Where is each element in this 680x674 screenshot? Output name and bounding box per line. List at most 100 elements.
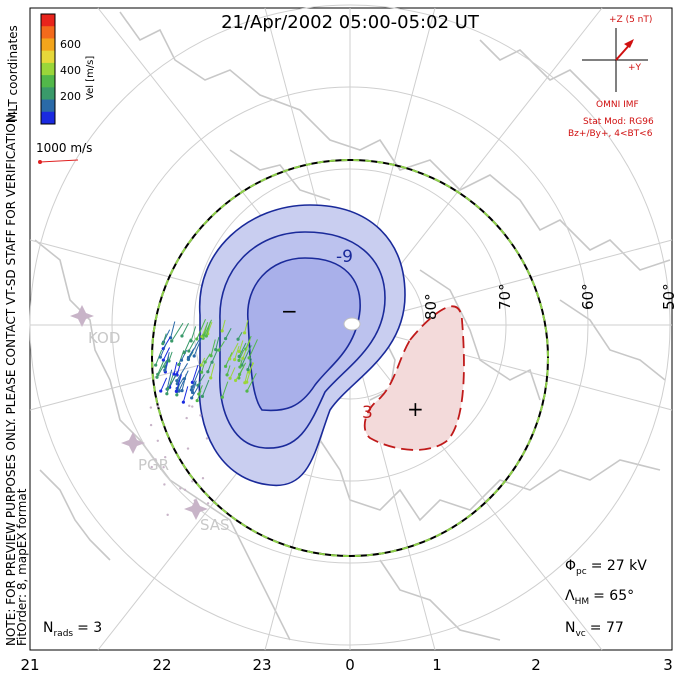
- velocity-vector: [229, 367, 236, 379]
- colorbar-tick-400: 400: [60, 64, 81, 77]
- velocity-vector: [244, 369, 249, 383]
- sparse-vector-point: [199, 414, 202, 417]
- velocity-vector-origin: [182, 377, 187, 381]
- colorbar-cell: [41, 87, 55, 101]
- velocity-vector: [191, 364, 199, 383]
- sparse-vector-point: [201, 477, 205, 480]
- sparse-vector-point: [191, 405, 194, 408]
- velocity-vector-origin: [209, 354, 213, 358]
- sparse-vector-point: [149, 423, 153, 427]
- colorbar-tick-200: 200: [60, 90, 81, 103]
- velocity-vector: [221, 319, 226, 331]
- velocity-vector-origin: [220, 395, 224, 399]
- velocity-vector-origin: [241, 356, 245, 360]
- velocity-vector: [170, 321, 176, 338]
- velocity-vector: [205, 321, 211, 337]
- imf-source: OMNI IMF: [596, 100, 639, 110]
- fit-order-note: FitOrder: 8, mapEX format: [15, 488, 29, 646]
- colorbar-cell: [41, 26, 55, 39]
- velocity-vector-origin: [165, 392, 169, 396]
- imf-model-line2: Bz+/By+, 4<BT<6: [568, 129, 653, 139]
- velocity-vector-origin: [245, 389, 249, 393]
- velocity-vector: [164, 352, 170, 371]
- velocity-vector: [218, 341, 225, 351]
- velocity-vector-origin: [199, 363, 203, 367]
- sparse-vector-point: [186, 447, 190, 450]
- velocity-vector: [187, 340, 200, 360]
- sparse-vector-point: [164, 455, 167, 459]
- velocity-vector: [246, 361, 254, 383]
- lambda-hm-stat: ΛHM = 65°: [565, 588, 634, 607]
- station-kod: KOD: [70, 305, 120, 347]
- sparse-vector-point: [156, 439, 159, 442]
- velocity-vector: [201, 362, 205, 373]
- vector-scale-arrow: [39, 159, 79, 163]
- map-area: -9 − 3 + 80° 70° 60° 50° KOD PGR SAS: [29, 4, 678, 651]
- sparse-vector-point: [185, 416, 188, 420]
- velocity-vector: [157, 361, 164, 375]
- sparse-vector-point: [188, 404, 191, 408]
- station-pgr: PGR: [121, 432, 169, 474]
- velocity-vector-origin: [187, 349, 191, 353]
- positive-cell-center: +: [407, 397, 424, 421]
- velocity-vector-origin: [172, 372, 176, 376]
- latitude-label-50: 50°: [660, 283, 678, 310]
- mlt-tick-21: 21: [20, 656, 39, 674]
- sparse-vector-point: [149, 406, 153, 409]
- velocity-vector: [173, 361, 178, 375]
- velocity-vector: [181, 349, 188, 361]
- velocity-vector: [238, 340, 244, 352]
- sparse-vector-point: [206, 502, 210, 505]
- colorbar-cell: [41, 38, 55, 52]
- velocity-vector-origin: [156, 372, 160, 376]
- velocity-vector-origin: [247, 356, 251, 360]
- mlt-tick-23: 23: [252, 656, 271, 674]
- velocity-vector: [155, 349, 163, 366]
- velocity-vector-origin: [220, 329, 224, 333]
- velocity-vector-origin: [217, 348, 221, 352]
- velocity-vector-origin: [190, 390, 195, 395]
- heppner-maynard-boundary-dash: [151, 159, 549, 557]
- velocity-vector: [211, 349, 218, 363]
- latitude-label-80: 80°: [422, 293, 440, 320]
- negative-contour-label: -9: [336, 247, 353, 267]
- vector-scale-origin: [38, 160, 42, 164]
- negative-convection-cell: -9 −: [198, 204, 406, 487]
- velocity-vector: [181, 323, 189, 337]
- velocity-vector-origin: [155, 375, 159, 379]
- velocity-vector-origin: [161, 358, 165, 362]
- velocity-vector-origin: [199, 370, 204, 374]
- nrads-stat: Nrads = 3: [43, 620, 102, 639]
- velocity-vector-origin: [245, 380, 249, 384]
- velocity-vector-origin: [179, 358, 184, 362]
- velocity-vector-origin: [242, 331, 247, 335]
- velocity-vectors: [149, 319, 258, 517]
- velocity-vector: [204, 353, 211, 363]
- velocity-vector-origin: [192, 354, 196, 358]
- mlt-tick-3: 3: [663, 656, 673, 674]
- velocity-vector: [245, 335, 252, 350]
- velocity-vector-origin: [214, 348, 218, 352]
- velocity-vector: [226, 365, 231, 376]
- velocity-vector-origin: [204, 334, 208, 338]
- sparse-vector-point: [163, 483, 166, 486]
- velocity-vector: [191, 382, 201, 399]
- velocity-vector: [171, 322, 184, 342]
- velocity-vector-origin: [166, 387, 170, 391]
- velocity-vector-origin: [228, 357, 232, 361]
- imf-vector-head: [624, 39, 634, 48]
- sparse-vector-point: [205, 437, 209, 440]
- velocity-vector: [191, 369, 200, 388]
- imf-clock: +Z (5 nT) +Y OMNI IMF Stat Mod: RG96 Bz+…: [568, 15, 654, 139]
- velocity-vector: [210, 363, 215, 379]
- velocity-vector: [166, 369, 173, 390]
- velocity-vector-origin: [224, 364, 228, 368]
- colorbar-frame: [40, 13, 56, 125]
- velocity-vector-origin: [180, 334, 184, 338]
- velocity-vector: [201, 379, 210, 397]
- velocity-vector: [246, 373, 257, 392]
- sparse-vector-point: [162, 466, 165, 469]
- positive-contour-label: 3: [362, 403, 373, 423]
- velocity-vector: [197, 374, 205, 386]
- imf-z-label: +Z (5 nT): [609, 15, 652, 25]
